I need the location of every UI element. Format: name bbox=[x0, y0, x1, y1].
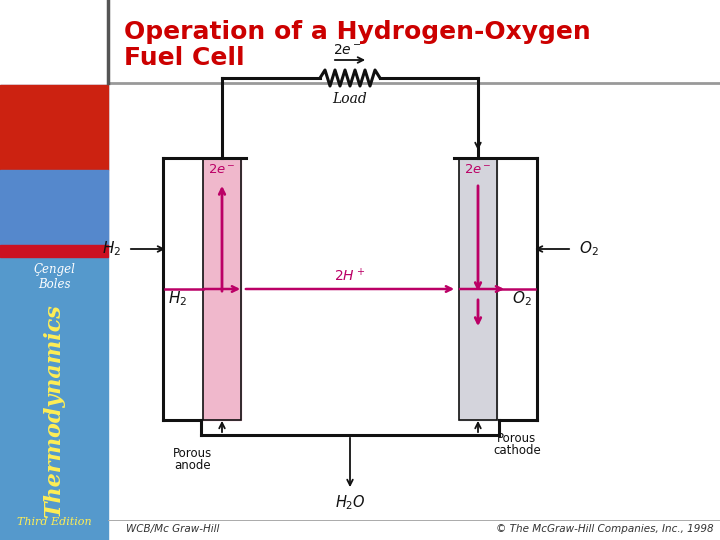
Text: $\mathit{O_2}$: $\mathit{O_2}$ bbox=[512, 289, 532, 308]
Text: $\mathit{H_2}$: $\mathit{H_2}$ bbox=[102, 240, 121, 258]
Bar bbox=[0, 245, 108, 257]
Text: anode: anode bbox=[175, 459, 211, 472]
Bar bbox=[459, 158, 497, 420]
Bar bbox=[203, 158, 241, 420]
Bar bbox=[108, 0, 720, 83]
Text: Fuel Cell: Fuel Cell bbox=[124, 46, 245, 70]
Text: Porous: Porous bbox=[174, 447, 212, 460]
Text: cathode: cathode bbox=[493, 444, 541, 457]
Bar bbox=[0, 85, 108, 170]
Text: Third Edition: Third Edition bbox=[17, 517, 91, 527]
Text: $\mathit{O_2}$: $\mathit{O_2}$ bbox=[579, 240, 598, 258]
Text: Çengel: Çengel bbox=[33, 264, 75, 276]
Text: Thermodynamics: Thermodynamics bbox=[43, 303, 65, 517]
Bar bbox=[0, 85, 108, 245]
Text: 14-15: 14-15 bbox=[34, 38, 74, 51]
Text: $2e^-$: $2e^-$ bbox=[464, 163, 492, 176]
Text: $2e^-$: $2e^-$ bbox=[208, 163, 236, 176]
Text: Load: Load bbox=[333, 92, 367, 106]
Text: Boles: Boles bbox=[37, 278, 71, 291]
Text: $H_2O$: $H_2O$ bbox=[335, 493, 366, 512]
Text: © The McGraw-Hill Companies, Inc., 1998: © The McGraw-Hill Companies, Inc., 1998 bbox=[496, 524, 714, 534]
Text: Operation of a Hydrogen-Oxygen: Operation of a Hydrogen-Oxygen bbox=[124, 20, 590, 44]
Text: $2H^+$: $2H^+$ bbox=[335, 267, 366, 284]
Bar bbox=[459, 158, 497, 420]
Text: WCB/Mc Graw-Hill: WCB/Mc Graw-Hill bbox=[126, 524, 220, 534]
Bar bbox=[0, 170, 108, 245]
Text: $2e^-$: $2e^-$ bbox=[333, 43, 362, 57]
Bar bbox=[0, 245, 108, 540]
Text: $\mathit{H_2}$: $\mathit{H_2}$ bbox=[168, 289, 188, 308]
Text: Porous: Porous bbox=[498, 432, 536, 445]
Bar bbox=[203, 158, 241, 420]
